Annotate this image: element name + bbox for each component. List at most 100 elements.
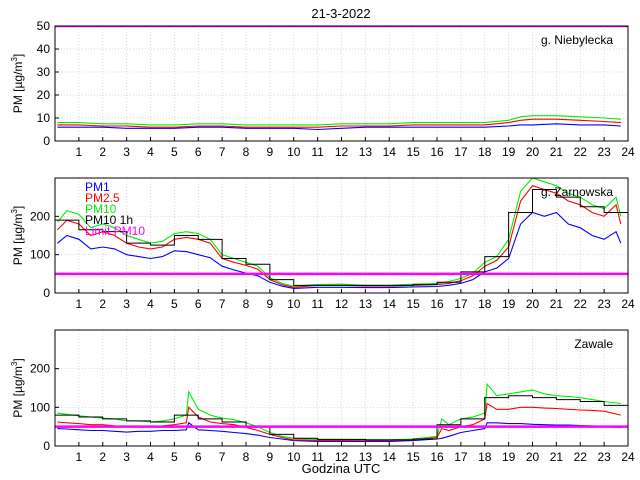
y-tick-label: 200: [30, 362, 50, 376]
x-tick-label: 4: [147, 450, 154, 464]
y-tick-label: 40: [37, 42, 51, 56]
x-tick-label: 23: [597, 145, 611, 159]
x-tick-label: 22: [574, 450, 588, 464]
y-tick-label: 10: [37, 111, 51, 125]
x-tick-label: 9: [267, 297, 274, 311]
x-tick-label: 6: [195, 145, 202, 159]
x-tick-label: 15: [406, 450, 420, 464]
series-line-pm10-1h: [55, 395, 628, 441]
legend-item: PM10 1h: [85, 213, 133, 227]
series-line-pm1: [57, 123, 621, 131]
series-line-pm10: [57, 115, 621, 126]
x-tick-label: 22: [574, 145, 588, 159]
x-tick-label: 18: [478, 450, 492, 464]
x-tick-label: 4: [147, 145, 154, 159]
x-tick-label: 12: [335, 145, 349, 159]
x-tick-label: 12: [335, 297, 349, 311]
legend-item: PM2.5: [85, 191, 120, 205]
x-tick-label: 2: [99, 297, 106, 311]
x-tick-label: 1: [76, 145, 83, 159]
station-label: g. Zarnowska: [541, 185, 613, 199]
x-tick-label: 23: [597, 450, 611, 464]
x-tick-label: 18: [478, 145, 492, 159]
x-tick-label: 1: [76, 450, 83, 464]
x-tick-label: 19: [502, 450, 516, 464]
y-tick-label: 30: [37, 65, 51, 79]
x-tick-label: 24: [621, 450, 635, 464]
y-tick-label: 100: [30, 248, 50, 262]
x-tick-label: 5: [171, 145, 178, 159]
x-tick-label: 14: [383, 145, 397, 159]
x-tick-label: 4: [147, 297, 154, 311]
x-tick-label: 7: [219, 145, 226, 159]
series-line-pm10-1h: [55, 189, 628, 286]
x-tick-label: 2: [99, 145, 106, 159]
x-tick-label: 24: [621, 297, 635, 311]
x-tick-label: 14: [383, 297, 397, 311]
series-line-pm1: [57, 211, 622, 289]
x-tick-label: 6: [195, 297, 202, 311]
x-tick-label: 3: [123, 297, 130, 311]
x-tick-label: 22: [574, 297, 588, 311]
legend-item: PM1: [85, 180, 110, 194]
x-axis-label: Godzina UTC: [302, 461, 381, 476]
x-tick-label: 3: [123, 450, 130, 464]
x-tick-label: 10: [287, 145, 301, 159]
y-tick-label: 0: [43, 134, 50, 148]
x-tick-label: 6: [195, 450, 202, 464]
x-tick-label: 2: [99, 450, 106, 464]
series-line-pm10: [56, 178, 622, 287]
x-tick-label: 20: [526, 145, 540, 159]
y-tick-label: 100: [30, 400, 50, 414]
x-tick-label: 17: [454, 297, 468, 311]
x-tick-label: 10: [287, 297, 301, 311]
x-tick-label: 21: [550, 450, 564, 464]
x-tick-label: 13: [359, 145, 373, 159]
x-tick-label: 8: [243, 297, 250, 311]
x-tick-label: 23: [597, 297, 611, 311]
x-tick-label: 20: [526, 450, 540, 464]
x-tick-label: 11: [311, 145, 324, 159]
x-tick-label: 5: [171, 297, 178, 311]
x-tick-label: 1: [76, 297, 83, 311]
x-tick-label: 11: [311, 450, 324, 464]
x-tick-label: 20: [526, 297, 540, 311]
station-label: Zawale: [574, 337, 613, 351]
x-tick-label: 8: [243, 145, 250, 159]
x-tick-label: 15: [406, 297, 420, 311]
x-tick-label: 3: [123, 145, 130, 159]
y-axis-label: PM [µg/m3]: [10, 358, 25, 417]
x-tick-label: 9: [267, 450, 274, 464]
series-line-pm2-5: [57, 118, 621, 128]
x-tick-label: 24: [621, 145, 635, 159]
series-line-pm1: [57, 421, 621, 442]
panel-niebylecka: 1 2 3 4 5 6 7 8 9 10 11 12 13 14 15 16 17 18 19 20 21 22 23 240…: [10, 19, 635, 159]
station-label: g. Niebylecka: [541, 33, 613, 47]
y-tick-label: 0: [43, 286, 50, 300]
x-tick-label: 19: [502, 297, 516, 311]
x-tick-label: 11: [311, 297, 324, 311]
panel-zawale: 1 2 3 4 5 6 7 8 9 10 11 12 13 14 15 16 17 18 19 20 21 22 23 240…: [10, 329, 635, 464]
y-tick-label: 50: [37, 19, 51, 33]
y-axis-label: PM [µg/m3]: [10, 206, 25, 265]
x-tick-label: 5: [171, 450, 178, 464]
x-tick-label: 18: [478, 297, 492, 311]
x-tick-label: 10: [287, 450, 301, 464]
x-tick-label: 7: [219, 450, 226, 464]
x-tick-label: 13: [359, 297, 373, 311]
y-axis-label: PM [µg/m3]: [10, 54, 25, 113]
x-tick-label: 13: [359, 450, 373, 464]
x-tick-label: 15: [406, 145, 420, 159]
x-tick-label: 8: [243, 450, 250, 464]
x-tick-label: 17: [454, 145, 468, 159]
legend-item: Limit PM10: [85, 224, 145, 238]
x-tick-label: 14: [383, 450, 397, 464]
x-tick-label: 7: [219, 297, 226, 311]
panel-zarnowska: 1 2 3 4 5 6 7 8 9 10 11 12 13 14 15 16 17 18 19 20 21 22 23 240…: [10, 177, 635, 311]
x-tick-label: 21: [550, 297, 564, 311]
figure-title: 21-3-2022: [311, 6, 370, 21]
x-tick-label: 19: [502, 145, 516, 159]
x-tick-label: 16: [430, 145, 444, 159]
x-tick-label: 16: [430, 450, 444, 464]
